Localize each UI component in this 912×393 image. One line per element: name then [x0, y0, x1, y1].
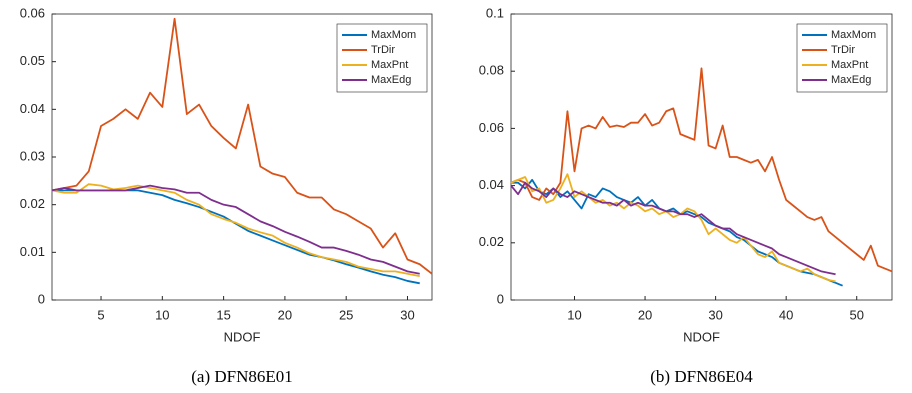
legend-label: TrDir [371, 44, 395, 56]
y-tick-label: 0.03 [20, 148, 45, 163]
x-tick-label: 5 [97, 307, 104, 322]
legend-label: MaxMom [371, 29, 416, 41]
y-tick-label: 0.01 [20, 244, 45, 259]
caption: (a) DFN86E01 [191, 367, 293, 386]
y-tick-label: 0 [38, 291, 45, 306]
x-tick-label: 30 [400, 307, 414, 322]
legend-label: MaxMom [831, 29, 876, 41]
x-tick-label: 30 [708, 307, 722, 322]
legend-label: MaxPnt [831, 59, 868, 71]
x-tick-label: 25 [339, 307, 353, 322]
x-tick-label: 10 [567, 307, 581, 322]
y-tick-label: 0.06 [20, 5, 45, 20]
x-tick-label: 40 [779, 307, 793, 322]
legend-label: TrDir [831, 44, 855, 56]
y-tick-label: 0 [497, 291, 504, 306]
y-tick-label: 0.04 [20, 101, 45, 116]
y-tick-label: 0.06 [479, 120, 504, 135]
data-line [51, 184, 420, 275]
x-tick-label: 15 [216, 307, 230, 322]
y-tick-label: 0.04 [479, 177, 504, 192]
x-axis-label: NDOF [224, 329, 261, 344]
legend-label: MaxEdg [831, 74, 871, 86]
data-line [51, 17, 433, 275]
y-tick-label: 0.02 [20, 196, 45, 211]
data-line [51, 183, 420, 278]
x-tick-label: 20 [638, 307, 652, 322]
data-line [510, 67, 893, 273]
data-line [510, 173, 836, 283]
caption: (b) DFN86E04 [650, 367, 753, 386]
data-line [510, 181, 836, 276]
legend-label: MaxEdg [371, 74, 411, 86]
x-tick-label: 10 [155, 307, 169, 322]
y-tick-label: 0.08 [479, 63, 504, 78]
y-tick-label: 0.02 [479, 234, 504, 249]
x-tick-label: 50 [849, 307, 863, 322]
x-tick-label: 20 [278, 307, 292, 322]
x-axis-label: NDOF [683, 329, 720, 344]
y-tick-label: 0.1 [486, 5, 504, 20]
legend-label: MaxPnt [371, 59, 408, 71]
y-tick-label: 0.05 [20, 53, 45, 68]
